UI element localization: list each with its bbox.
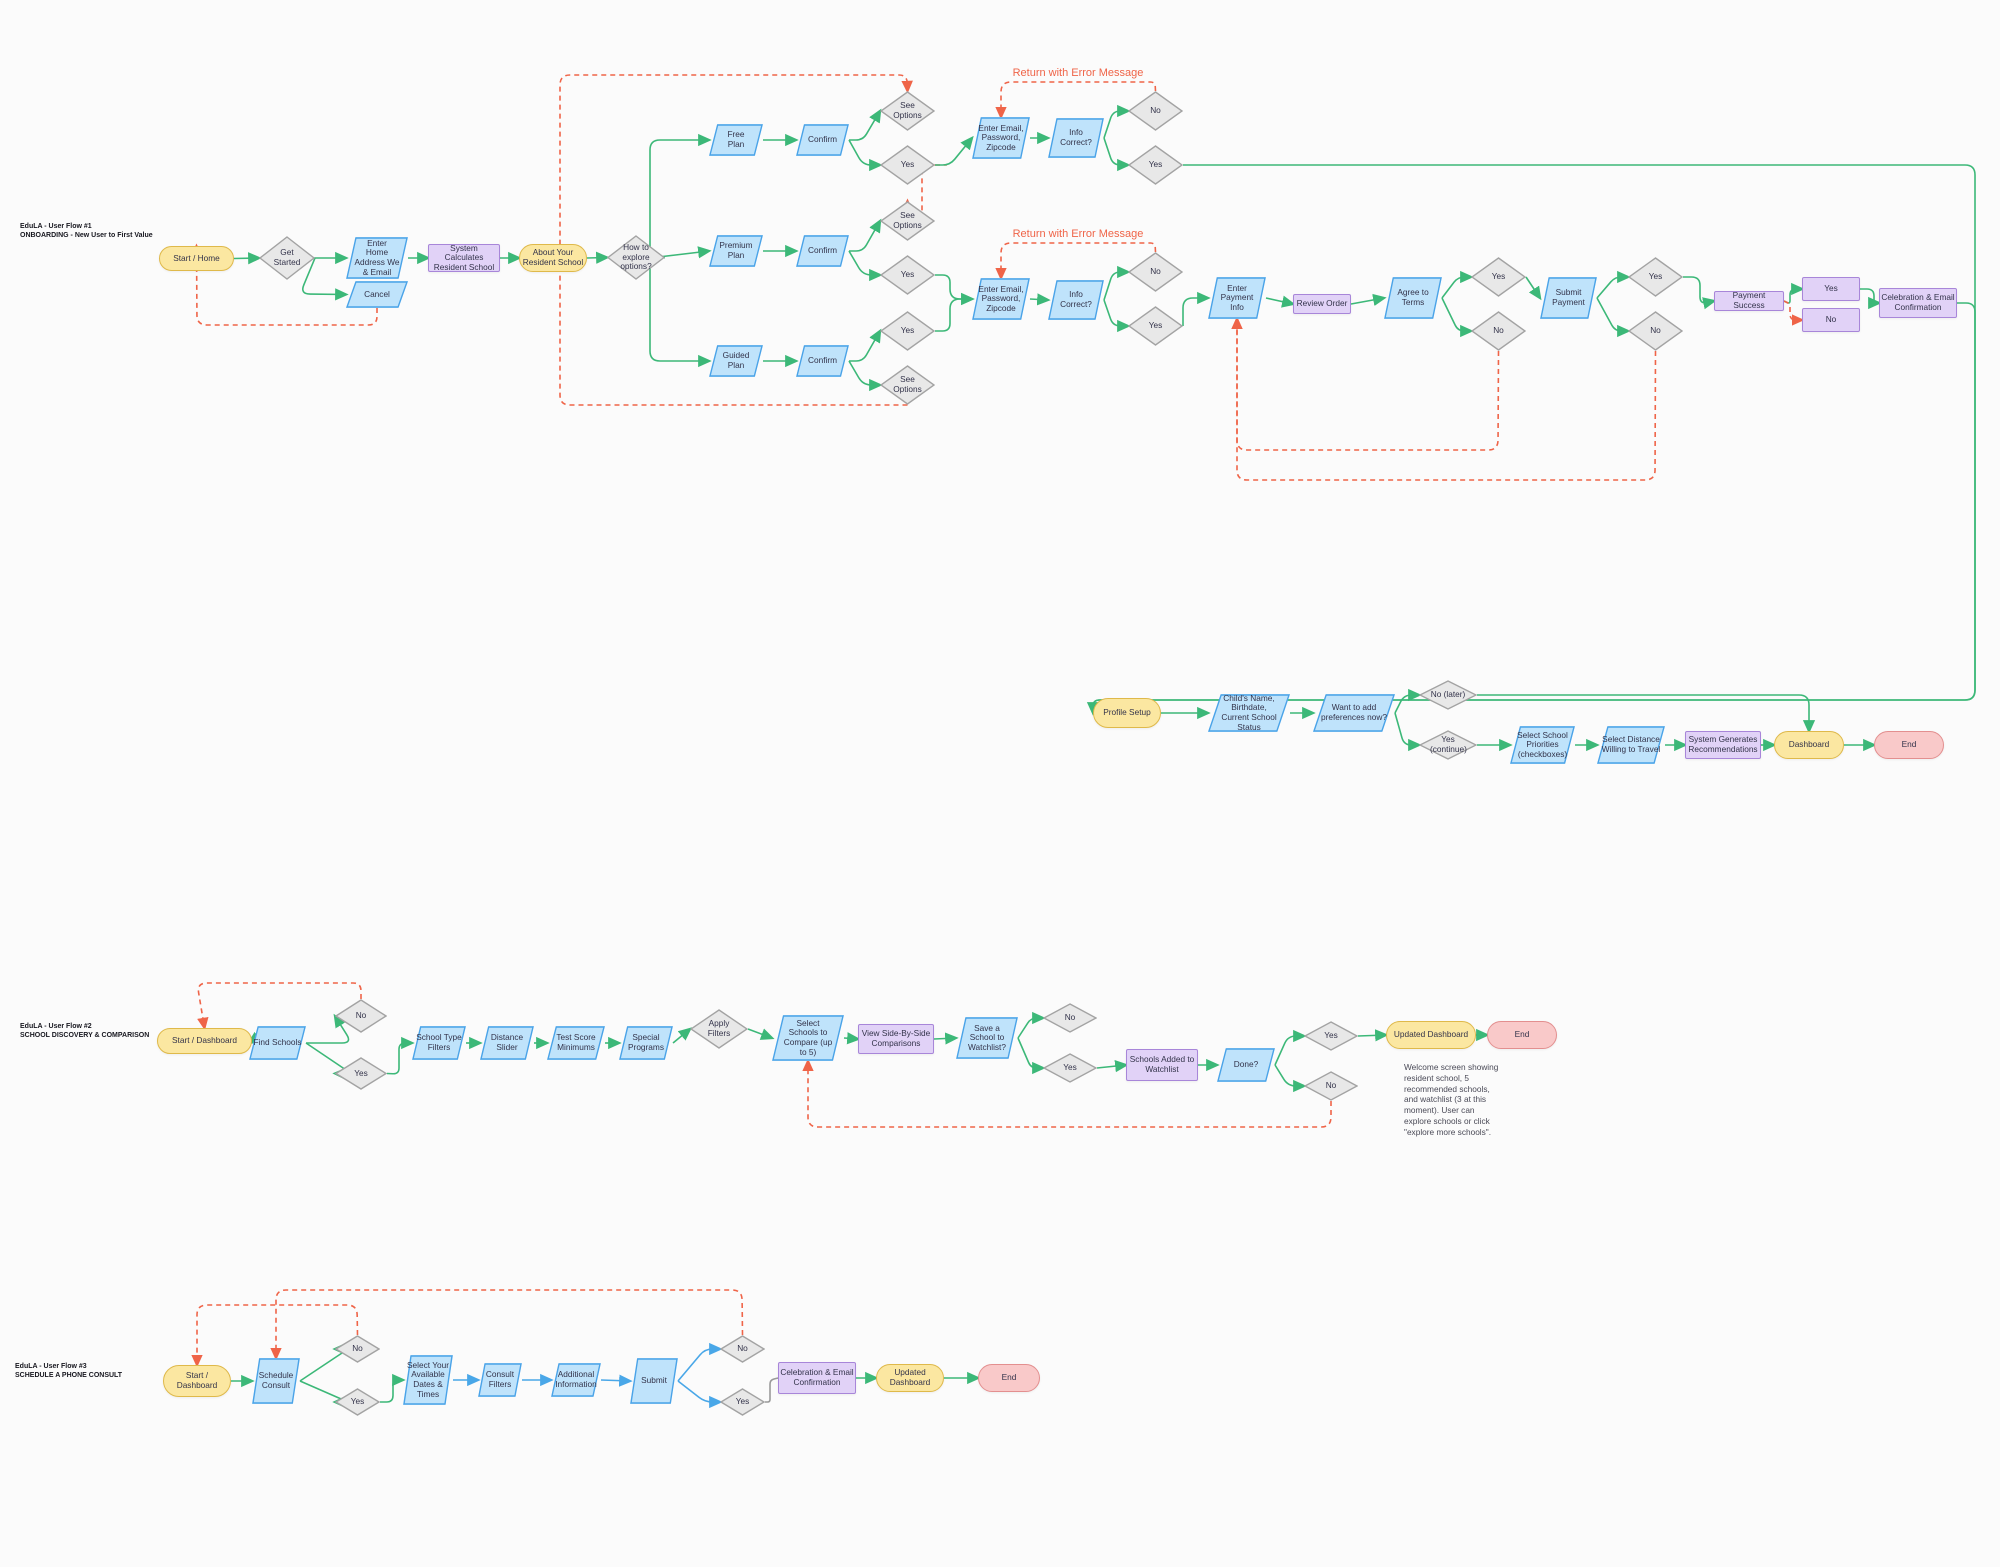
svg-text:Return with Error Message: Return with Error Message [1013,228,1144,240]
svg-text:Return with Error Message: Return with Error Message [1013,67,1144,79]
